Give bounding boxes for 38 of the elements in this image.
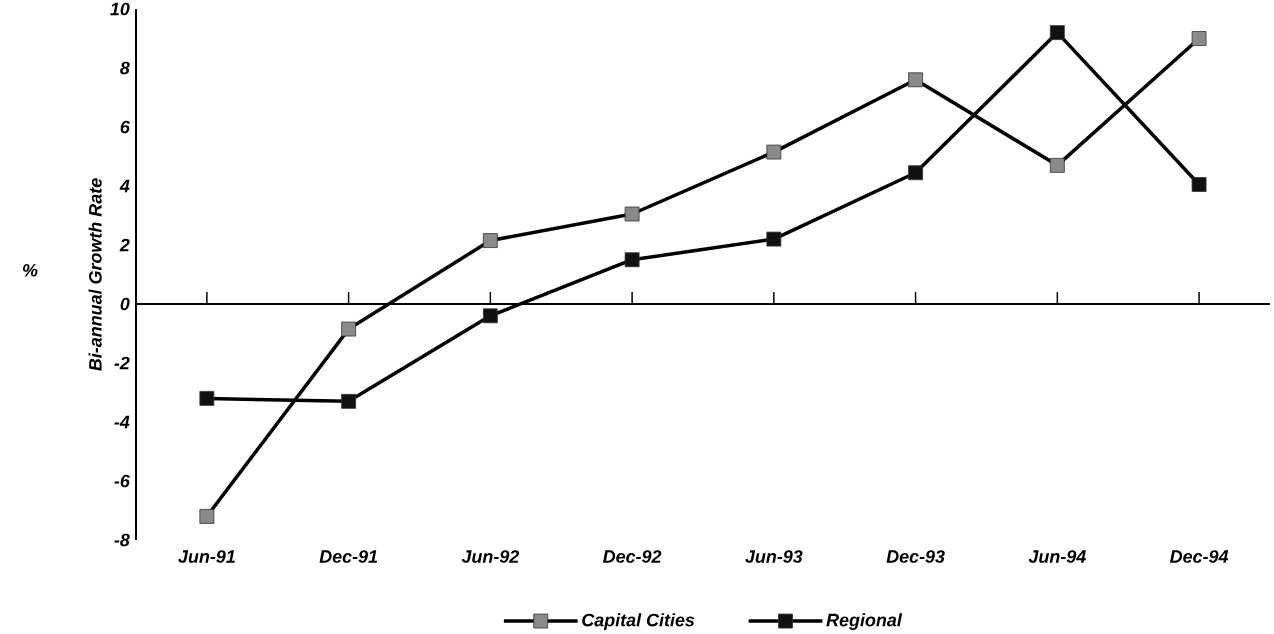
y-tick-label: 0	[120, 297, 130, 311]
point	[1049, 25, 1065, 40]
x-tick-label: Dec-92	[603, 550, 662, 563]
x-tick-label: Dec-93	[886, 550, 945, 563]
x-tick-label: Jun-94	[1028, 550, 1086, 563]
x-tick-label: Dec-94	[1169, 550, 1229, 563]
point	[482, 308, 498, 324]
y-tick-label: -2	[114, 356, 130, 370]
y-tick-label: 10	[110, 2, 130, 16]
point	[199, 391, 215, 406]
x-tick-label: Jun-92	[461, 550, 520, 563]
y-tick-label: 4	[119, 179, 130, 193]
x-tick-label: Dec-91	[319, 550, 378, 563]
y-tick-label: 8	[120, 61, 130, 75]
point	[199, 509, 215, 524]
point	[624, 206, 640, 222]
point	[1049, 157, 1065, 173]
y-axis-title: Bi-annual Growth Rate	[88, 178, 102, 371]
point	[341, 321, 357, 337]
point	[624, 252, 640, 268]
point	[1191, 177, 1207, 192]
point	[908, 165, 923, 181]
legend-label: Regional	[826, 613, 903, 630]
point	[766, 231, 782, 247]
point	[482, 233, 498, 248]
y-tick-label: -8	[114, 533, 130, 547]
legend-label: Capital Cities	[582, 613, 695, 630]
point	[1191, 31, 1207, 46]
point	[766, 144, 782, 160]
x-tick-label: Jun-91	[178, 550, 235, 563]
x-tick-label: Jun-93	[745, 550, 803, 563]
y-tick-label: 6	[120, 120, 130, 134]
y-tick-label: -6	[114, 474, 130, 488]
point	[908, 72, 923, 88]
y-tick-label: 2	[119, 238, 130, 252]
text: %	[22, 263, 38, 277]
y-tick-label: -4	[114, 415, 130, 429]
point	[341, 393, 357, 409]
